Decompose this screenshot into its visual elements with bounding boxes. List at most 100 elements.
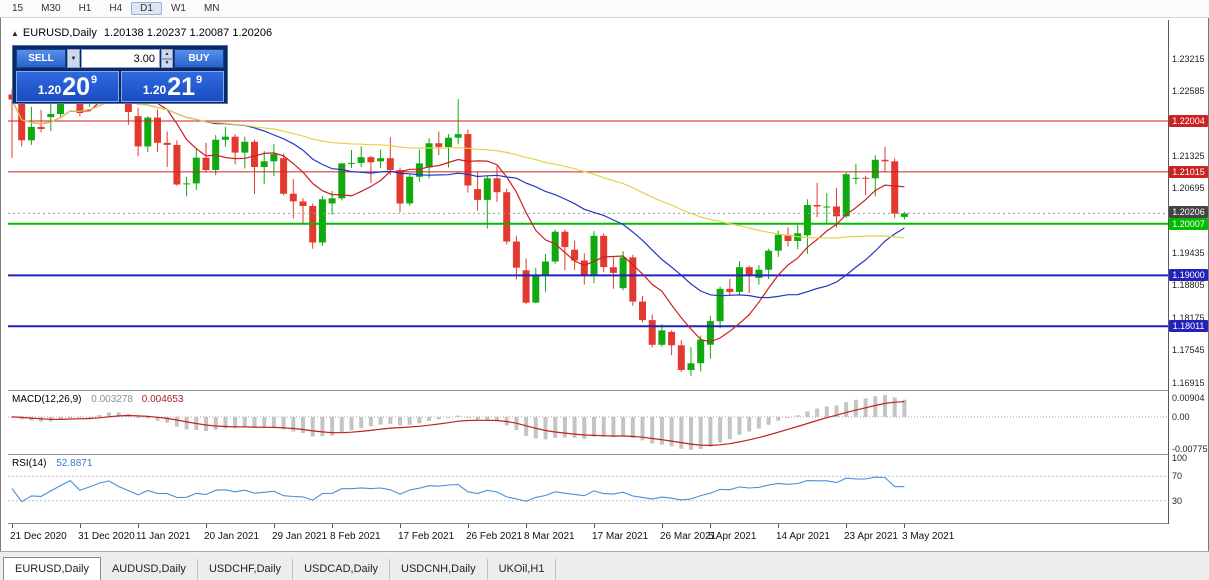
- time-tick: [846, 524, 847, 528]
- time-tick: [400, 524, 401, 528]
- rsi-canvas[interactable]: [8, 455, 1168, 522]
- price-tick-label: 1.23215: [1172, 54, 1205, 64]
- ohlc-values: 1.20138 1.20237 1.20087 1.20206: [103, 27, 273, 39]
- price-level-badge: 1.18011: [1169, 320, 1208, 332]
- bid-price-display: 1.20 20 9: [16, 71, 119, 102]
- time-label: 21 Dec 2020: [10, 531, 67, 542]
- time-label: 17 Feb 2021: [398, 531, 455, 542]
- time-tick: [710, 524, 711, 528]
- macd-name: MACD(12,26,9): [12, 394, 82, 405]
- time-label: 5 Apr 2021: [708, 531, 757, 542]
- panel-divider: [8, 454, 1168, 455]
- time-tick: [468, 524, 469, 528]
- time-label: 8 Mar 2021: [524, 531, 575, 542]
- volume-dropdown-button[interactable]: ▼: [67, 49, 80, 68]
- bid-prefix: 1.20: [37, 83, 62, 97]
- macd-signal-value: 0.004653: [141, 394, 184, 405]
- collapse-triangle-icon[interactable]: ▲: [11, 29, 19, 38]
- tab-audusd-daily[interactable]: AUDUSD,Daily: [101, 559, 198, 580]
- price-tick-label: 1.21325: [1172, 151, 1205, 161]
- time-label: 23 Apr 2021: [844, 531, 898, 542]
- price-tick-label: 1.18175: [1172, 313, 1205, 323]
- time-label: 29 Jan 2021: [272, 531, 328, 542]
- ask-pipette: 9: [196, 74, 203, 86]
- timeframe-button-m15[interactable]: 15: [12, 3, 24, 14]
- timeframe-button-h1[interactable]: H1: [78, 3, 92, 14]
- price-level-badge: 1.21015: [1169, 166, 1208, 178]
- symbol-label: EURUSD,Daily: [22, 27, 97, 39]
- time-tick: [778, 524, 779, 528]
- ask-prefix: 1.20: [142, 83, 167, 97]
- time-label: 20 Jan 2021: [204, 531, 260, 542]
- rsi-value: 52.8871: [56, 458, 93, 469]
- timeframe-button-d1[interactable]: D1: [131, 2, 162, 15]
- tab-usdcad-daily[interactable]: USDCAD,Daily: [293, 559, 391, 580]
- time-tick: [332, 524, 333, 528]
- macd-tick-label: -0.00775: [1172, 444, 1208, 454]
- time-label: 11 Jan 2021: [136, 531, 191, 542]
- chart-symbol-title: ▲ EURUSD,Daily 1.20138 1.20237 1.20087 1.2…: [11, 27, 272, 39]
- tab-ukoil-h1[interactable]: UKOil,H1: [488, 559, 557, 580]
- time-tick: [12, 524, 13, 528]
- ask-price-display: 1.20 21 9: [121, 71, 224, 102]
- rsi-indicator-label: RSI(14) 52.8871: [12, 458, 92, 469]
- time-tick: [904, 524, 905, 528]
- bid-big-digits: 20: [62, 73, 91, 101]
- spinner-up-icon[interactable]: ▲: [161, 49, 173, 59]
- timeframe-button-w1[interactable]: W1: [170, 3, 186, 14]
- time-tick: [206, 524, 207, 528]
- price-axis-separator: [1168, 20, 1169, 524]
- price-tick-label: 1.18805: [1172, 280, 1205, 290]
- time-label: 17 Mar 2021: [592, 531, 649, 542]
- volume-spinner[interactable]: ▲ ▼: [161, 49, 173, 68]
- buy-button[interactable]: BUY: [174, 49, 224, 68]
- macd-canvas[interactable]: [8, 391, 1168, 454]
- tab-usdcnh-daily[interactable]: USDCNH,Daily: [390, 559, 488, 580]
- macd-tick-label: 0.00904: [1172, 393, 1205, 403]
- macd-indicator-label: MACD(12,26,9) 0.003278 0.004653: [12, 394, 183, 405]
- timeframe-button-h4[interactable]: H4: [109, 3, 123, 14]
- time-tick: [594, 524, 595, 528]
- tab-eurusd-daily[interactable]: EURUSD,Daily: [3, 557, 101, 580]
- ask-big-digits: 21: [167, 73, 196, 101]
- time-label: 31 Dec 2020: [78, 531, 135, 542]
- timeframe-button-mn[interactable]: MN: [203, 3, 220, 14]
- time-tick: [138, 524, 139, 528]
- timeframe-button-m30[interactable]: M30: [41, 3, 61, 14]
- sell-button[interactable]: SELL: [16, 49, 66, 68]
- rsi-name: RSI(14): [12, 458, 47, 469]
- volume-input[interactable]: [81, 49, 160, 68]
- time-label: 3 May 2021: [902, 531, 955, 542]
- price-level-badge: 1.22004: [1169, 115, 1208, 127]
- price-level-badge: 1.20007: [1169, 218, 1208, 230]
- time-label: 26 Feb 2021: [466, 531, 523, 542]
- panel-divider: [8, 390, 1168, 391]
- price-tick-label: 1.19435: [1172, 248, 1205, 258]
- time-axis[interactable]: 21 Dec 2020 31 Dec 2020 11 Jan 2021 20 Jan …: [0, 524, 1168, 549]
- time-label: 26 Mar 2021: [660, 531, 717, 542]
- time-label: 8 Feb 2021: [330, 531, 381, 542]
- macd-tick-label: 0.00: [1172, 412, 1190, 422]
- price-level-badge: 1.19000: [1169, 269, 1208, 281]
- rsi-tick-label: 30: [1172, 496, 1183, 506]
- quote-row: 1.20 20 9 1.20 21 9: [16, 71, 224, 102]
- time-tick: [526, 524, 527, 528]
- bid-pipette: 9: [91, 74, 98, 86]
- chart-panel-stack: [8, 20, 1168, 524]
- rsi-tick-label: 100: [1172, 453, 1188, 463]
- time-tick: [662, 524, 663, 528]
- price-tick-label: 1.22585: [1172, 86, 1205, 96]
- time-label: 14 Apr 2021: [776, 531, 830, 542]
- price-tick-label: 1.17545: [1172, 345, 1205, 355]
- chevron-down-icon: ▼: [70, 55, 77, 62]
- trade-controls-row: SELL ▼ ▲ ▼ BUY: [16, 49, 224, 68]
- price-axis[interactable]: 1.23215 1.22585 1.21325 1.20695 1.19435 1.188…: [1169, 20, 1209, 524]
- one-click-trading-panel: SELL ▼ ▲ ▼ BUY 1.20 20 9 1.20 21 9: [12, 45, 228, 104]
- price-tick-label: 1.16915: [1172, 378, 1205, 388]
- macd-main-value: 0.003278: [91, 394, 133, 405]
- tab-usdchf-daily[interactable]: USDCHF,Daily: [198, 559, 294, 580]
- chart-tab-bar: EURUSD,Daily AUDUSD,Daily USDCHF,Daily U…: [0, 551, 1209, 580]
- spinner-down-icon[interactable]: ▼: [161, 58, 173, 68]
- time-tick: [274, 524, 275, 528]
